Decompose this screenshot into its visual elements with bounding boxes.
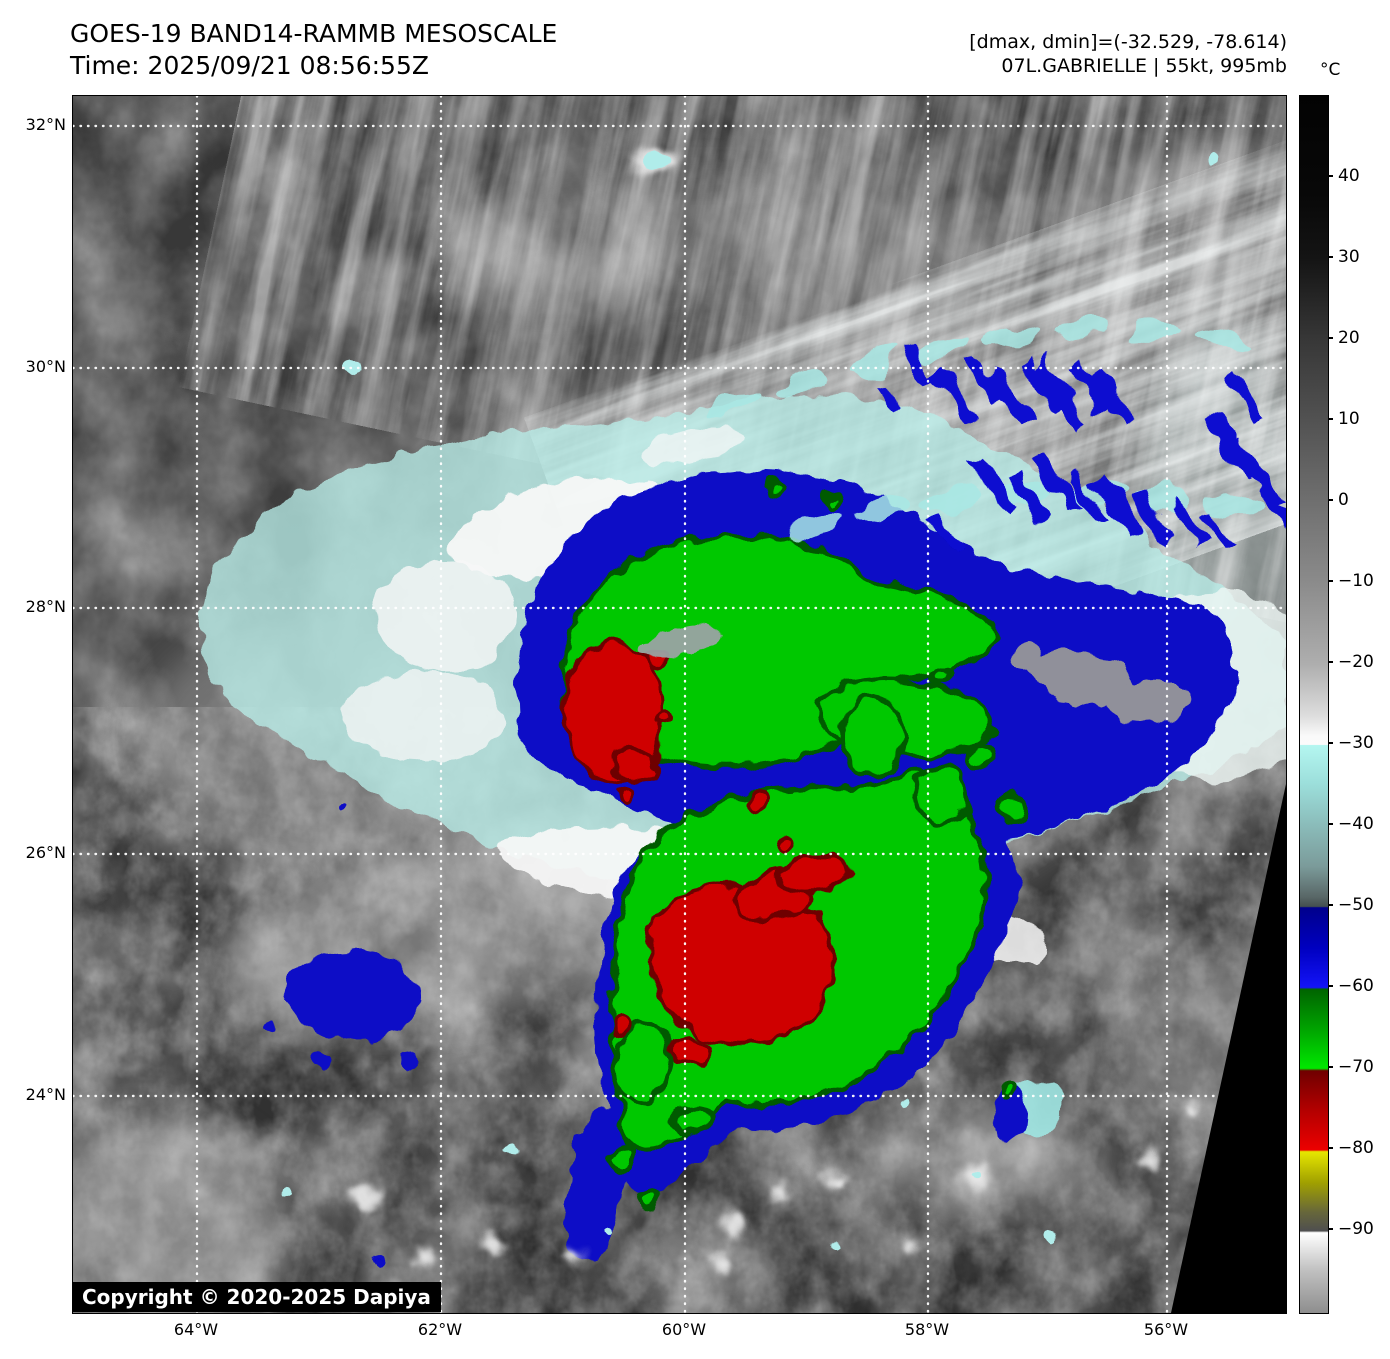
- colorbar-ticklabel-m90: −90: [1338, 1219, 1374, 1239]
- colorbar-tick: [1328, 823, 1333, 825]
- colorbar-tick: [1328, 904, 1333, 906]
- warm-gray-holes: [641, 625, 1189, 723]
- storm-enhancement-layers: [201, 393, 1286, 1266]
- header-annotation-block: [dmax, dmin]=(-32.529, -78.614) 07L.GABR…: [969, 30, 1287, 78]
- lat-label-28n: 28°N: [25, 597, 66, 616]
- header-title-block: GOES-19 BAND14-RAMMB MESOSCALE Time: 202…: [70, 18, 557, 82]
- colorbar-ticklabel-m20: −20: [1338, 652, 1374, 672]
- lon-label-56w: 56°W: [1143, 1320, 1189, 1339]
- colorbar-tick: [1328, 499, 1333, 501]
- colorbar-tick: [1328, 1228, 1333, 1230]
- colorbar-ticklabel-20: 20: [1338, 328, 1360, 348]
- lon-label-64w: 64°W: [173, 1320, 219, 1339]
- colorbar-ticklabel-m30: −30: [1338, 733, 1374, 753]
- colorbar-tick: [1328, 256, 1333, 258]
- colorbar-ticklabel-m80: −80: [1338, 1138, 1374, 1158]
- colorbar-tick: [1328, 1147, 1333, 1149]
- colorbar-tick: [1328, 580, 1333, 582]
- page-title: GOES-19 BAND14-RAMMB MESOSCALE: [70, 19, 558, 48]
- no-data-wedge: [1171, 784, 1286, 1313]
- transverse-blue-slashes: [706, 317, 1286, 556]
- lat-label-26n: 26°N: [25, 843, 66, 862]
- colorbar-tick: [1328, 661, 1333, 663]
- colorbar-tick: [1328, 418, 1333, 420]
- convective-core-red: [562, 641, 853, 1064]
- temperature-colorbar: [1299, 95, 1329, 1314]
- scattered-small-cells: [280, 151, 1222, 1272]
- colorbar-ticklabel-m10: −10: [1338, 571, 1374, 591]
- timestamp: Time: 2025/09/21 08:56:55Z: [70, 51, 429, 80]
- colorbar-ticklabel-30: 30: [1338, 247, 1360, 267]
- colorbar-ticklabel-10: 10: [1338, 409, 1360, 429]
- dmax-dmin-readout: [dmax, dmin]=(-32.529, -78.614): [969, 31, 1287, 53]
- colorbar-ticklabel-m70: −70: [1338, 1057, 1374, 1077]
- lat-label-32n: 32°N: [25, 115, 66, 134]
- colorbar-tick: [1328, 742, 1333, 744]
- colorbar-ticklabel-m60: −60: [1338, 976, 1374, 996]
- satellite-image: [73, 96, 1286, 1313]
- satellite-map: [72, 95, 1287, 1314]
- storm-info-readout: 07L.GABRIELLE | 55kt, 995mb: [1001, 55, 1287, 77]
- colorbar-ticklabel-40: 40: [1338, 166, 1360, 186]
- graticule: [73, 96, 1286, 1313]
- lon-label-60w: 60°W: [661, 1320, 707, 1339]
- colorbar-ticklabel-m40: −40: [1338, 814, 1374, 834]
- colorbar-tick: [1328, 175, 1333, 177]
- colorbar-tick: [1328, 337, 1333, 339]
- colorbar-ticklabel-0: 0: [1338, 490, 1349, 510]
- lat-label-24n: 24°N: [25, 1085, 66, 1104]
- colorbar-tick: [1328, 985, 1333, 987]
- colorbar-tick: [1328, 1066, 1333, 1068]
- lat-label-30n: 30°N: [25, 357, 66, 376]
- lon-label-62w: 62°W: [417, 1320, 463, 1339]
- copyright-badge: Copyright © 2020-2025 Dapiya: [72, 1282, 441, 1312]
- lon-label-58w: 58°W: [904, 1320, 950, 1339]
- colorbar-unit-label: °C: [1320, 60, 1341, 80]
- colorbar-ticklabel-m50: −50: [1338, 895, 1374, 915]
